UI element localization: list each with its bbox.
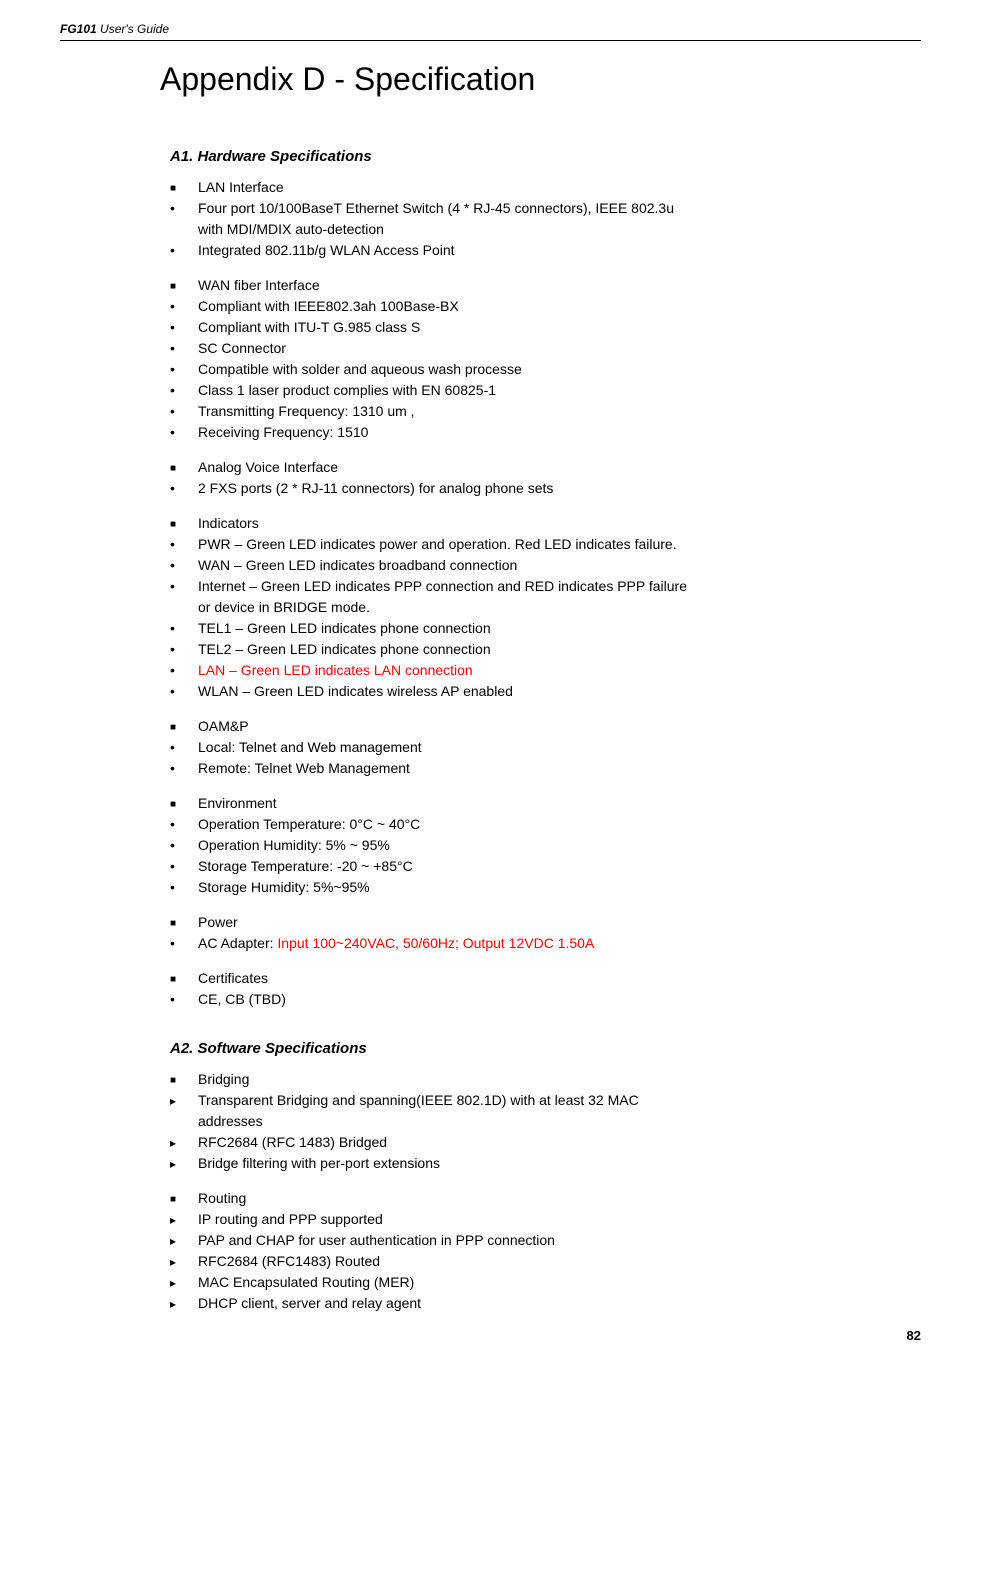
- spec-item: TEL2 – Green LED indicates phone connect…: [170, 639, 921, 660]
- spec-item: Bridge filtering with per-port extension…: [170, 1153, 921, 1174]
- section-a2-body: BridgingTransparent Bridging and spannin…: [60, 1069, 921, 1314]
- page-container: FG101 User's Guide Appendix D - Specific…: [0, 0, 981, 1363]
- section-a2-heading: A2. Software Specifications: [170, 1040, 921, 1057]
- spec-item-text: AC Adapter:: [198, 935, 277, 951]
- spec-group: PowerAC Adapter: Input 100~240VAC, 50/60…: [170, 912, 921, 954]
- spec-group: BridgingTransparent Bridging and spannin…: [170, 1069, 921, 1174]
- spec-item: AC Adapter: Input 100~240VAC, 50/60Hz; O…: [170, 933, 921, 954]
- spec-item: Receiving Frequency: 1510: [170, 422, 921, 443]
- spec-group: OAM&PLocal: Telnet and Web managementRem…: [170, 716, 921, 779]
- header-subtitle: User's Guide: [97, 22, 169, 36]
- spec-item: Local: Telnet and Web management: [170, 737, 921, 758]
- spec-item: Compliant with IEEE802.3ah 100Base-BX: [170, 296, 921, 317]
- spec-group: RoutingIP routing and PPP supportedPAP a…: [170, 1188, 921, 1314]
- spec-item: Transparent Bridging and spanning(IEEE 8…: [170, 1090, 921, 1111]
- spec-group: EnvironmentOperation Temperature: 0°C ~ …: [170, 793, 921, 898]
- page-header: FG101 User's Guide: [60, 20, 921, 41]
- spec-item-text: LAN – Green LED indicates LAN connection: [198, 662, 473, 678]
- spec-item: RFC2684 (RFC 1483) Bridged: [170, 1132, 921, 1153]
- spec-group-header: Indicators: [170, 513, 921, 534]
- spec-group-header: Power: [170, 912, 921, 933]
- spec-group-header: Analog Voice Interface: [170, 457, 921, 478]
- spec-item: Remote: Telnet Web Management: [170, 758, 921, 779]
- spec-item: Storage Temperature: -20 ~ +85°C: [170, 856, 921, 877]
- spec-item: Four port 10/100BaseT Ethernet Switch (4…: [170, 198, 921, 219]
- spec-item: Compatible with solder and aqueous wash …: [170, 359, 921, 380]
- spec-item: PWR – Green LED indicates power and oper…: [170, 534, 921, 555]
- spec-group-header: Environment: [170, 793, 921, 814]
- appendix-title: Appendix D - Specification: [160, 61, 921, 98]
- spec-item: Operation Humidity: 5% ~ 95%: [170, 835, 921, 856]
- spec-item: WAN – Green LED indicates broadband conn…: [170, 555, 921, 576]
- spec-group-header: OAM&P: [170, 716, 921, 737]
- spec-item: DHCP client, server and relay agent: [170, 1293, 921, 1314]
- spec-group: Analog Voice Interface2 FXS ports (2 * R…: [170, 457, 921, 499]
- spec-item: Operation Temperature: 0°C ~ 40°C: [170, 814, 921, 835]
- spec-item: LAN – Green LED indicates LAN connection: [170, 660, 921, 681]
- spec-item-continuation: addresses: [170, 1111, 921, 1132]
- spec-item: Internet – Green LED indicates PPP conne…: [170, 576, 921, 597]
- spec-group: IndicatorsPWR – Green LED indicates powe…: [170, 513, 921, 702]
- spec-item: RFC2684 (RFC1483) Routed: [170, 1251, 921, 1272]
- spec-group: LAN InterfaceFour port 10/100BaseT Ether…: [170, 177, 921, 261]
- spec-item: Storage Humidity: 5%~95%: [170, 877, 921, 898]
- spec-item: CE, CB (TBD): [170, 989, 921, 1010]
- spec-item: WLAN – Green LED indicates wireless AP e…: [170, 681, 921, 702]
- spec-group-header: Routing: [170, 1188, 921, 1209]
- spec-group-header: Bridging: [170, 1069, 921, 1090]
- spec-item-continuation: with MDI/MDIX auto-detection: [170, 219, 921, 240]
- spec-item: 2 FXS ports (2 * RJ-11 connectors) for a…: [170, 478, 921, 499]
- spec-group: WAN fiber InterfaceCompliant with IEEE80…: [170, 275, 921, 443]
- section-a1-body: LAN InterfaceFour port 10/100BaseT Ether…: [60, 177, 921, 1010]
- spec-group-header: LAN Interface: [170, 177, 921, 198]
- spec-item: Transmitting Frequency: 1310 um ,: [170, 401, 921, 422]
- header-product: FG101: [60, 22, 97, 36]
- spec-item-text-highlight: Input 100~240VAC, 50/60Hz; Output 12VDC …: [277, 935, 594, 951]
- spec-item-continuation: or device in BRIDGE mode.: [170, 597, 921, 618]
- spec-item: Integrated 802.11b/g WLAN Access Point: [170, 240, 921, 261]
- section-a1-heading: A1. Hardware Specifications: [170, 148, 921, 165]
- spec-group: CertificatesCE, CB (TBD): [170, 968, 921, 1010]
- spec-item: TEL1 – Green LED indicates phone connect…: [170, 618, 921, 639]
- spec-item: Compliant with ITU-T G.985 class S: [170, 317, 921, 338]
- spec-item: IP routing and PPP supported: [170, 1209, 921, 1230]
- spec-item: PAP and CHAP for user authentication in …: [170, 1230, 921, 1251]
- header-text: FG101 User's Guide: [60, 22, 169, 36]
- page-number: 82: [60, 1328, 921, 1343]
- spec-group-header: WAN fiber Interface: [170, 275, 921, 296]
- spec-item: MAC Encapsulated Routing (MER): [170, 1272, 921, 1293]
- spec-group-header: Certificates: [170, 968, 921, 989]
- spec-item: Class 1 laser product complies with EN 6…: [170, 380, 921, 401]
- spec-item: SC Connector: [170, 338, 921, 359]
